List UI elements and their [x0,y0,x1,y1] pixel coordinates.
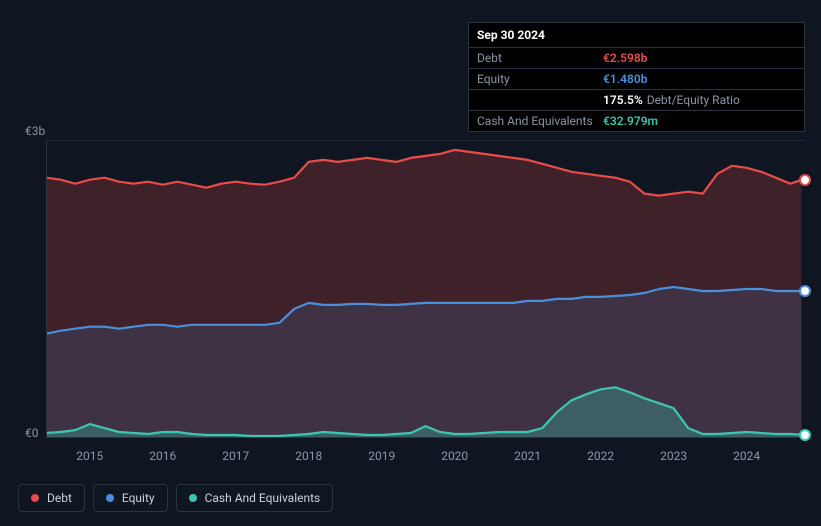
tooltip-date: Sep 30 2024 [469,23,804,48]
series-end-marker [801,431,809,439]
x-axis-label: 2017 [222,449,249,463]
legend-item-label: Equity [122,491,155,505]
x-axis-label: 2018 [295,449,322,463]
legend-dot-icon [106,494,114,502]
tooltip: Sep 30 2024 Debt€2.598bEquity€1.480b175.… [468,22,805,132]
tooltip-row-label: Cash And Equivalents [477,115,603,127]
series-end-marker [801,176,809,184]
x-axis-label: 2019 [368,449,395,463]
legend-dot-icon [189,494,197,502]
chart-container: Sep 30 2024 Debt€2.598bEquity€1.480b175.… [0,0,821,526]
tooltip-row: 175.5% Debt/Equity Ratio [469,90,804,111]
legend-dot-icon [31,494,39,502]
legend-item[interactable]: Debt [18,484,85,512]
tooltip-row: Debt€2.598b [469,48,804,69]
tooltip-row-value: €1.480b [603,73,647,85]
legend-item[interactable]: Equity [93,484,168,512]
tooltip-row-suffix: Debt/Equity Ratio [647,94,740,106]
legend-item[interactable]: Cash And Equivalents [176,484,334,512]
legend-item-label: Debt [47,491,72,505]
tooltip-row-value: 175.5% [603,94,643,106]
tooltip-row-label: Debt [477,52,603,64]
legend-item-label: Cash And Equivalents [205,491,321,505]
x-axis-label: 2024 [733,449,760,463]
tooltip-row: Cash And Equivalents€32.979m [469,111,804,131]
tooltip-row-value: €2.598b [603,52,647,64]
tooltip-row-label [477,94,603,106]
tooltip-row: Equity€1.480b [469,69,804,90]
tooltip-row-label: Equity [477,73,603,85]
x-axis-label: 2020 [441,449,468,463]
x-axis-label: 2021 [514,449,541,463]
y-axis-label-max: €3b [25,124,45,138]
plot-area[interactable] [46,140,805,438]
series-end-marker [801,287,809,295]
x-axis-label: 2015 [76,449,103,463]
x-axis-label: 2016 [149,449,176,463]
y-axis-label-min: €0 [25,426,39,440]
x-axis-label: 2022 [587,449,614,463]
tooltip-row-value: €32.979m [603,115,658,127]
legend: Debt Equity Cash And Equivalents [18,484,333,512]
x-axis-label: 2023 [660,449,687,463]
